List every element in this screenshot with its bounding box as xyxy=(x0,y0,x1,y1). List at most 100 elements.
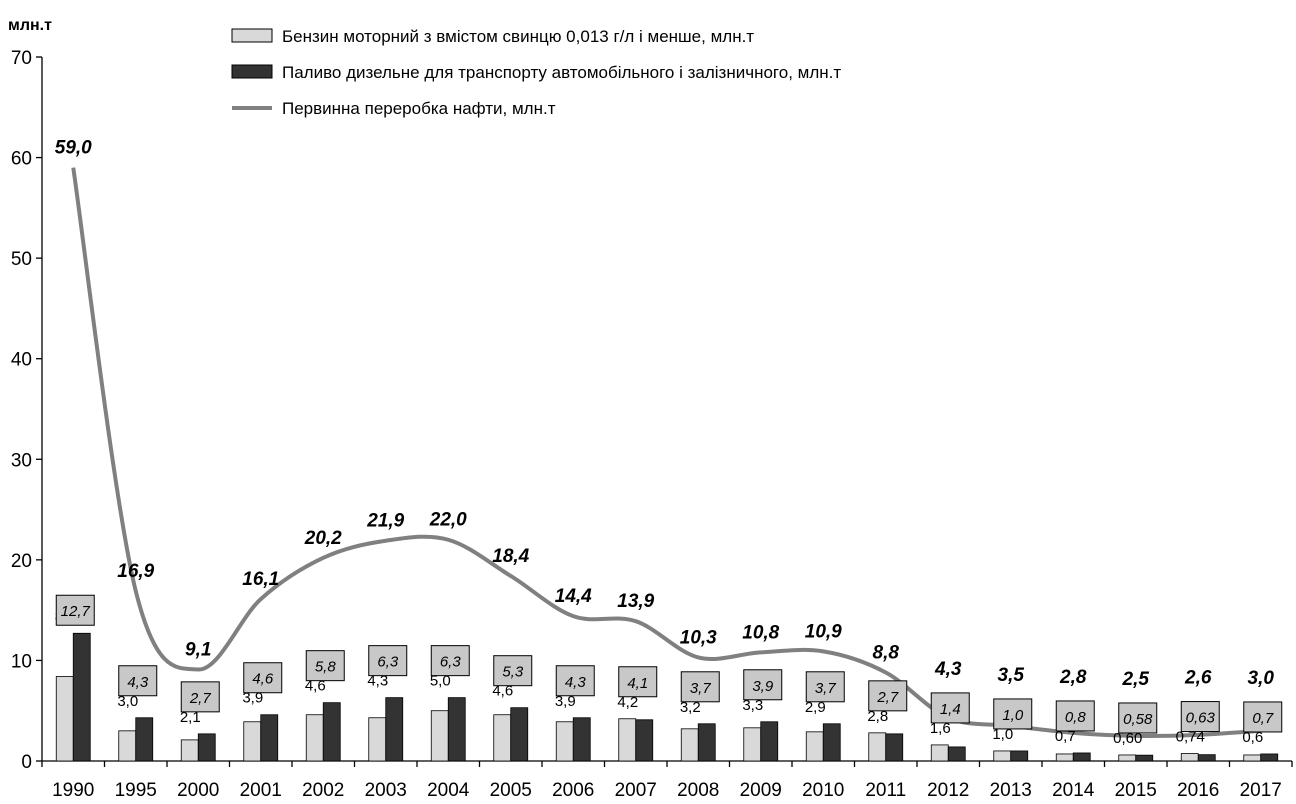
x-tick-label: 2004 xyxy=(427,780,470,801)
bar-petrol xyxy=(430,710,449,762)
x-tick-label: 2001 xyxy=(240,780,282,801)
label-crude-oil: 10,8 xyxy=(742,622,779,643)
bar-petrol xyxy=(618,718,637,762)
label-box-diesel xyxy=(118,665,158,697)
x-tick-label: 2014 xyxy=(1052,780,1095,801)
bar-diesel xyxy=(197,733,216,762)
label-box-diesel xyxy=(1118,702,1158,734)
label-petrol: 3,9 xyxy=(242,690,263,707)
y-tick-label: 60 xyxy=(11,149,32,170)
line-series xyxy=(71,167,1261,738)
bar-diesel xyxy=(260,714,279,762)
bar-petrol xyxy=(1118,754,1137,762)
bar-diesel xyxy=(1010,750,1029,762)
data-labels: 8,412,759,03,04,316,92,12,79,13,94,616,1… xyxy=(55,138,1283,747)
label-crude-oil: 13,9 xyxy=(617,591,654,612)
label-petrol: 1,0 xyxy=(992,726,1013,743)
x-tick-label: 2016 xyxy=(1177,780,1219,801)
bar-diesel xyxy=(572,717,591,762)
label-box-diesel xyxy=(180,681,220,713)
y-tick-label: 50 xyxy=(11,249,32,270)
x-tick-label: 2011 xyxy=(865,780,906,801)
label-diesel: 3,7 xyxy=(815,680,837,697)
x-tick-label: 2005 xyxy=(490,780,532,801)
bar-petrol xyxy=(743,727,762,762)
legend-label-petrol: Бензин моторний з вмістом свинцю 0,013 г… xyxy=(282,27,754,46)
legend-swatch-petrol xyxy=(231,28,273,43)
label-petrol: 4,6 xyxy=(305,678,326,695)
label-crude-oil: 8,8 xyxy=(873,642,900,663)
label-box-diesel xyxy=(555,665,595,697)
label-crude-oil: 10,3 xyxy=(680,627,717,648)
label-crude-oil: 20,2 xyxy=(304,528,342,549)
x-tick-label: 2002 xyxy=(302,780,344,801)
label-box-diesel xyxy=(1180,701,1220,733)
label-box-diesel xyxy=(368,645,408,677)
x-tick-label: 2010 xyxy=(802,780,844,801)
label-diesel: 4,6 xyxy=(252,671,274,688)
y-tick-label: 20 xyxy=(11,551,32,572)
label-diesel: 2,7 xyxy=(876,689,899,706)
bar-diesel xyxy=(760,721,779,762)
label-diesel: 4,3 xyxy=(565,674,587,691)
label-petrol: 0,60 xyxy=(1113,730,1142,747)
label-diesel: 6,3 xyxy=(377,654,399,671)
x-tick-label: 2006 xyxy=(552,780,594,801)
label-petrol: 2,9 xyxy=(805,699,826,716)
label-crude-oil: 3,0 xyxy=(1248,668,1275,689)
bar-diesel xyxy=(697,723,716,762)
bar-diesel xyxy=(385,697,404,762)
bar-diesel xyxy=(510,707,529,762)
y-tick-label: 0 xyxy=(21,752,32,773)
label-crude-oil: 16,1 xyxy=(242,569,279,590)
bar-diesel xyxy=(135,717,154,762)
label-diesel: 0,63 xyxy=(1186,710,1216,727)
label-petrol: 2,1 xyxy=(180,709,201,726)
x-tick-label: 2013 xyxy=(990,780,1032,801)
label-diesel: 1,0 xyxy=(1002,707,1024,724)
label-box-diesel xyxy=(1243,701,1283,733)
x-tick-label: 1995 xyxy=(115,780,157,801)
label-diesel: 3,9 xyxy=(752,678,774,695)
label-crude-oil: 14,4 xyxy=(555,586,592,607)
label-crude-oil: 3,5 xyxy=(998,665,1025,686)
x-tick-label: 2015 xyxy=(1115,780,1157,801)
x-tick-label: 2000 xyxy=(177,780,219,801)
label-box-diesel xyxy=(743,669,783,701)
label-box-diesel xyxy=(618,666,658,698)
label-diesel: 0,8 xyxy=(1065,709,1087,726)
bar-petrol xyxy=(118,730,137,762)
label-petrol: 5,0 xyxy=(430,673,451,690)
label-diesel: 1,4 xyxy=(940,701,961,718)
bar-petrol xyxy=(868,732,887,762)
label-crude-oil: 16,9 xyxy=(117,561,154,582)
label-petrol: 0,74 xyxy=(1176,729,1205,746)
bar-diesel xyxy=(1072,752,1091,762)
bar-petrol xyxy=(555,721,574,762)
bar-diesel xyxy=(72,632,91,762)
legend-swatch-diesel xyxy=(231,64,273,79)
label-box-diesel xyxy=(430,645,470,677)
label-diesel: 3,7 xyxy=(690,680,712,697)
label-petrol: 2,8 xyxy=(867,708,888,725)
label-diesel: 4,3 xyxy=(127,674,149,691)
label-petrol: 3,2 xyxy=(680,699,701,716)
bar-diesel xyxy=(822,723,841,762)
x-tick-label: 2007 xyxy=(615,780,657,801)
bar-petrol xyxy=(1180,753,1199,762)
bar-diesel xyxy=(635,719,654,762)
label-crude-oil: 2,8 xyxy=(1059,667,1087,688)
x-tick-label: 2008 xyxy=(677,780,719,801)
y-tick-label: 40 xyxy=(11,350,32,371)
legend-label-diesel: Паливо дизельне для транспорту автомобіл… xyxy=(282,63,841,82)
label-diesel: 2,7 xyxy=(189,690,212,707)
y-tick-label: 10 xyxy=(11,651,32,672)
label-petrol: 3,3 xyxy=(742,697,763,714)
label-diesel: 6,3 xyxy=(440,654,462,671)
label-crude-oil: 18,4 xyxy=(492,546,529,567)
bar-petrol xyxy=(1243,754,1262,762)
label-box-diesel xyxy=(243,662,283,694)
label-diesel: 0,58 xyxy=(1123,711,1153,728)
label-diesel: 0,7 xyxy=(1252,710,1274,727)
label-petrol: 4,6 xyxy=(492,683,513,700)
